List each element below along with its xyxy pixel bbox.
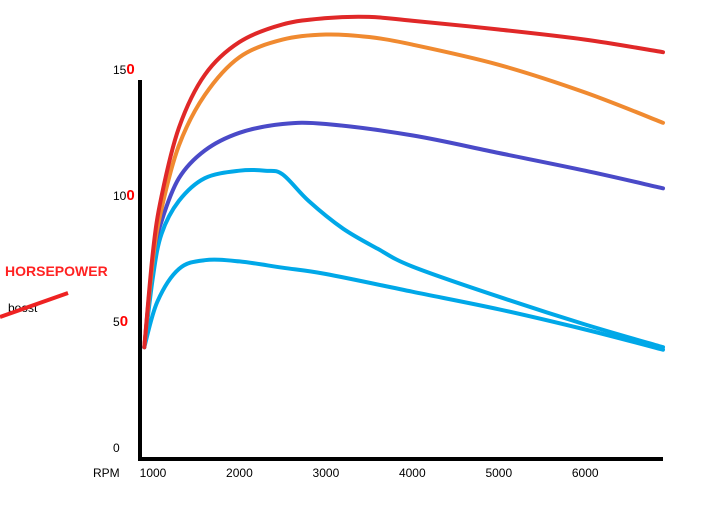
y-tick-label: 150 (113, 61, 135, 78)
axis-layer (138, 80, 663, 461)
x-tick-label: 5000 (485, 466, 512, 480)
series-line-1 (142, 257, 665, 352)
y-tick-label: 50 (113, 313, 128, 330)
x-axis-label: RPM (93, 466, 120, 480)
series-line-4 (142, 32, 665, 350)
x-tick-label: 1000 (140, 466, 167, 480)
series-layer (142, 14, 665, 352)
x-tick-label: 6000 (572, 466, 599, 480)
label-layer: RPM boost HORSEPOWER (0, 263, 120, 480)
series-line-2 (142, 167, 665, 350)
x-tick-label: 2000 (226, 466, 253, 480)
x-tick-label: 4000 (399, 466, 426, 480)
y-tick-labels: 0 50 100 150 (113, 61, 135, 455)
boost-strike-line (0, 291, 69, 319)
y-axis-label: HORSEPOWER (5, 263, 108, 279)
x-tick-labels: 1000 2000 3000 4000 5000 6000 (140, 466, 599, 480)
series-line-5 (142, 14, 665, 350)
x-tick-label: 3000 (313, 466, 340, 480)
y-tick-label: 0 (113, 441, 120, 455)
y-tick-label: 100 (113, 187, 135, 204)
series-line-3 (142, 120, 665, 350)
